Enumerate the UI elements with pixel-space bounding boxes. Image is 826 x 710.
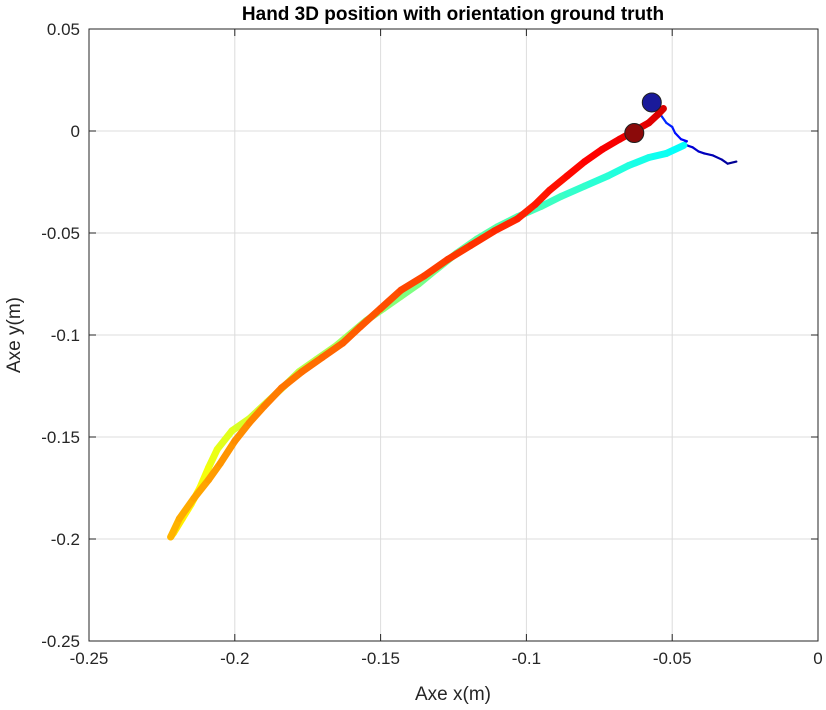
- grid: [88, 28, 819, 642]
- end-marker: [624, 123, 645, 144]
- y-axis-label: Axe y(m): [4, 297, 25, 373]
- trajectory-segment: [420, 256, 452, 280]
- trajectory-segment: [654, 105, 667, 119]
- start-trajectory-segment: [720, 158, 729, 165]
- start-trajectory-segment: [691, 146, 700, 153]
- trajectory-segment: [377, 286, 405, 312]
- trajectory-segment: [228, 415, 253, 435]
- trajectory-segment: [604, 162, 632, 180]
- trajectory-segment: [537, 192, 565, 210]
- start-trajectory-segment: [665, 121, 674, 129]
- start-trajectory-segment: [674, 131, 683, 141]
- trajectory-segment: [339, 323, 364, 347]
- trajectory-segment: [175, 494, 198, 523]
- trajectory-segment: [231, 419, 253, 445]
- trajectory-segment: [356, 304, 385, 331]
- x-tick-label: -0.25: [70, 649, 109, 668]
- trajectory-segment: [298, 353, 326, 376]
- y-tick-label: -0.05: [41, 224, 80, 243]
- y-tick-label: -0.1: [51, 326, 80, 345]
- trajectory-segment: [213, 427, 236, 453]
- tick-marks: [88, 28, 819, 642]
- trajectory-segment: [216, 437, 239, 468]
- chart-title: Hand 3D position with orientation ground…: [242, 4, 664, 25]
- start-trajectory-segment: [703, 152, 715, 157]
- trajectory-segment: [467, 227, 498, 249]
- start-trajectory-segment: [659, 113, 668, 124]
- x-axis-label: Axe x(m): [415, 684, 491, 705]
- x-tick-label: -0.15: [361, 649, 400, 668]
- start-trajectory-segment: [711, 154, 723, 161]
- trajectory-segment: [514, 200, 539, 223]
- trajectory-segment: [624, 154, 653, 170]
- y-tick-label: -0.15: [41, 428, 80, 447]
- trajectory-segment: [546, 172, 571, 194]
- trajectory-segment: [563, 158, 589, 180]
- y-tick-labels: 0.05 0 -0.05 -0.1 -0.15 -0.2 -0.25: [41, 20, 80, 651]
- trajectory-segment: [397, 272, 428, 294]
- x-tick-label: -0.05: [653, 649, 692, 668]
- trajectory-segment: [397, 280, 423, 300]
- plot-area: [167, 92, 738, 541]
- trajectory-segment: [581, 145, 606, 166]
- start-marker: [641, 92, 662, 113]
- trajectory-segment: [277, 368, 306, 392]
- trajectory-segment: [190, 476, 213, 502]
- y-tick-label: -0.2: [51, 530, 80, 549]
- trajectory-segment: [318, 339, 347, 361]
- y-tick-label: -0.25: [41, 632, 80, 651]
- start-trajectory-segment: [671, 125, 677, 135]
- trajectory-segment: [581, 172, 612, 190]
- x-tick-label: 0: [813, 649, 822, 668]
- y-tick-label: 0.05: [47, 20, 80, 39]
- trajectory-segment: [557, 182, 589, 200]
- y-tick-label: 0: [71, 122, 80, 141]
- trajectory-segment: [260, 384, 285, 410]
- trajectory-segment: [490, 215, 522, 235]
- x-tick-label: -0.2: [220, 649, 249, 668]
- x-tick-label: -0.1: [512, 649, 541, 668]
- trajectory-segment: [444, 241, 475, 264]
- start-trajectory-segment: [726, 160, 738, 165]
- trajectory-segment: [245, 402, 268, 427]
- x-tick-labels: -0.25 -0.2 -0.15 -0.1 -0.05 0: [70, 649, 823, 668]
